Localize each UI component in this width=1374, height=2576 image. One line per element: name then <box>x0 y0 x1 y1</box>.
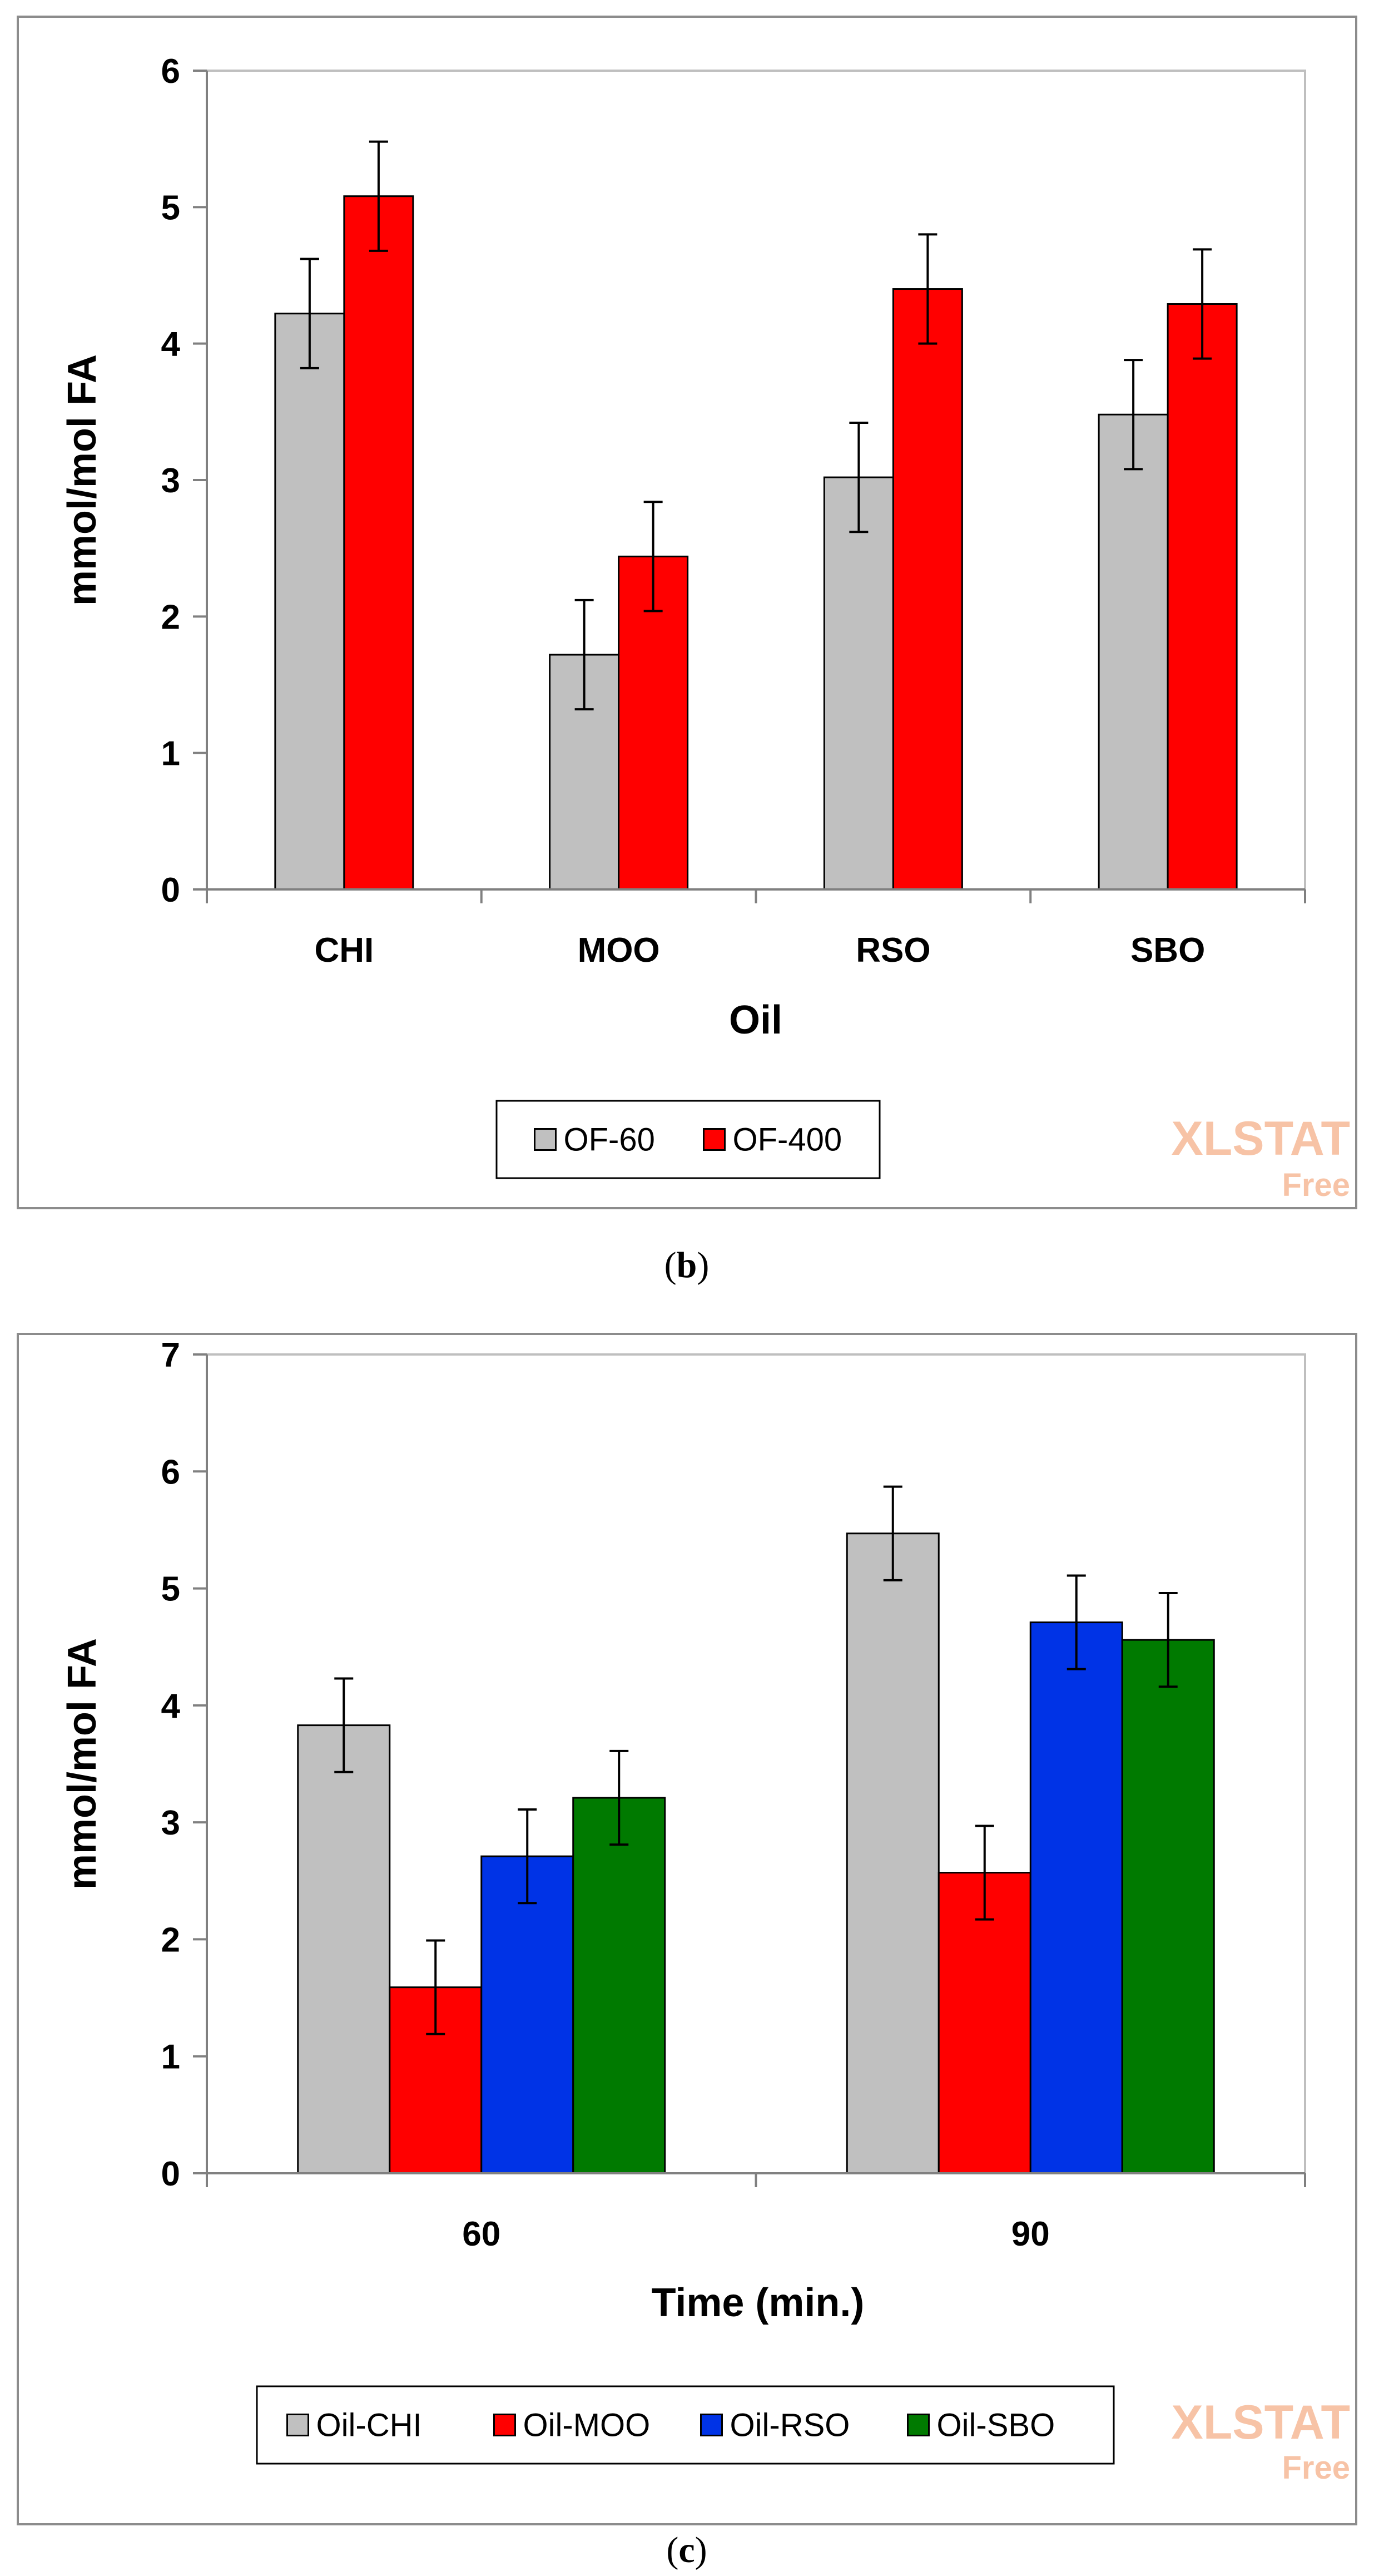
watermark-subtitle: Free <box>1282 1167 1350 1203</box>
caption-b-label: b <box>677 1245 697 1285</box>
y-tick-label: 4 <box>161 325 181 364</box>
y-tick-label: 3 <box>161 1804 180 1842</box>
y-tick-label: 7 <box>161 1336 180 1374</box>
legend-label-oil-sbo: Oil-SBO <box>937 2407 1055 2444</box>
y-tick-label: 5 <box>161 1570 180 1609</box>
y-tick-label: 0 <box>161 871 180 909</box>
watermark-title: XLSTAT <box>1171 1112 1350 1165</box>
watermark-subtitle: Free <box>1282 2450 1350 2486</box>
watermark-title: XLSTAT <box>1171 2396 1350 2449</box>
y-tick-label: 0 <box>161 2155 180 2193</box>
bar-oil-sbo-60 <box>572 1797 666 2174</box>
legend-box <box>495 1100 881 1179</box>
legend-label-oil-moo: Oil-MOO <box>523 2407 651 2444</box>
x-tick-label: SBO <box>1130 931 1205 970</box>
caption-c-label: c <box>678 2530 695 2570</box>
legend-label-of-60: OF-60 <box>564 1122 655 1158</box>
y-tick-label: 1 <box>161 2038 180 2076</box>
x-tick-label: CHI <box>314 931 374 970</box>
y-axis-title: mmol/mol FA <box>60 1638 105 1890</box>
x-axis-title: Time (min.) <box>652 2281 865 2325</box>
y-tick-label: 6 <box>161 1453 180 1491</box>
bar-of-400-sbo <box>1167 303 1238 891</box>
bar-oil-chi-60 <box>297 1724 391 2174</box>
legend-swatch-oil-chi <box>286 2414 309 2436</box>
chart-panel-c: 60 90 0 1 2 3 4 5 6 7 mmol/mol FA Time (min.) Oil… <box>17 1333 1357 2525</box>
x-tick-label: 90 <box>1011 2215 1050 2253</box>
y-tick-label: 2 <box>161 1921 180 1959</box>
bar-of-400-rso <box>892 288 963 891</box>
y-tick-label: 3 <box>161 462 180 500</box>
bar-oil-rso-90 <box>1029 1621 1123 2174</box>
chart-panel-b: CHI MOO RSO SBO 0 1 2 3 4 5 6 mmol/mol FA Oil OF-6… <box>17 16 1357 1209</box>
y-tick-label: 1 <box>161 735 180 773</box>
x-axis-title: Oil <box>729 998 782 1042</box>
bar-oil-chi-90 <box>846 1532 940 2174</box>
legend-box <box>256 2385 1115 2465</box>
legend-label-of-400: OF-400 <box>733 1122 842 1158</box>
legend-swatch-of-400 <box>703 1128 726 1151</box>
y-axis-title: mmol/mol FA <box>60 354 105 606</box>
y-tick-label: 5 <box>161 189 180 227</box>
x-tick-label: MOO <box>578 931 660 970</box>
y-tick-label: 2 <box>161 598 180 636</box>
y-tick-label: 4 <box>161 1687 181 1725</box>
legend-swatch-oil-rso <box>700 2414 723 2436</box>
legend-swatch-oil-moo <box>493 2414 516 2436</box>
caption-c: (c) <box>666 2530 707 2570</box>
legend-label-oil-rso: Oil-RSO <box>730 2407 850 2444</box>
bar-of-60-chi <box>274 313 345 891</box>
x-tick-label: 60 <box>462 2215 500 2253</box>
legend-swatch-oil-sbo <box>907 2414 930 2436</box>
y-tick-label: 6 <box>161 52 180 91</box>
bar-of-60-sbo <box>1098 413 1169 891</box>
caption-b: (b) <box>664 1245 710 1285</box>
legend-label-oil-chi: Oil-CHI <box>316 2407 422 2444</box>
x-tick-label: RSO <box>856 931 930 970</box>
bar-oil-sbo-90 <box>1121 1639 1215 2174</box>
bar-of-60-rso <box>823 476 894 891</box>
legend-swatch-of-60 <box>534 1128 557 1151</box>
bar-of-400-chi <box>343 195 414 891</box>
